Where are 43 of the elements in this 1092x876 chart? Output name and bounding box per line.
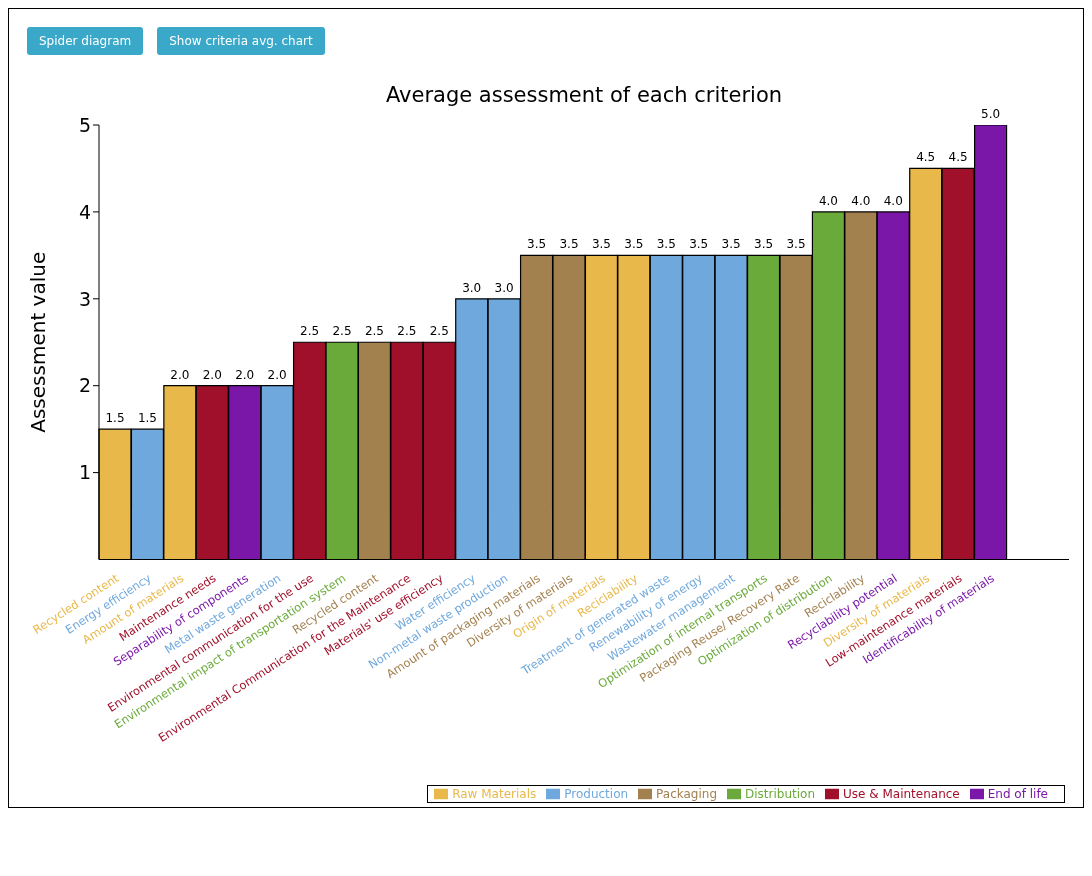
text: Spider diagram <box>27 27 144 55</box>
data-label: 4.0 <box>851 193 871 208</box>
data-label: 3.5 <box>559 237 579 252</box>
data-label: 3.5 <box>591 237 611 252</box>
legend-label: Production <box>564 786 629 801</box>
data-label: 3.5 <box>754 237 774 252</box>
data-label: 1.5 <box>105 411 125 426</box>
data-label: 4.5 <box>916 150 936 165</box>
data-label: 3.5 <box>786 237 806 252</box>
data-label: 3.5 <box>689 237 709 252</box>
text: Show criteria avg. chart <box>157 27 325 55</box>
data-label: 3.0 <box>462 280 482 295</box>
data-label: 2.5 <box>429 324 449 339</box>
y-tick-label: 2 <box>78 374 91 397</box>
data-label: 3.5 <box>656 237 676 252</box>
chart-title: Average assessment of each criterion <box>384 83 784 107</box>
legend-label: Distribution <box>745 786 816 801</box>
legend-label: Use & Maintenance <box>843 786 960 801</box>
data-label: 2.0 <box>267 367 287 382</box>
legend-label: Raw Materials <box>452 786 537 801</box>
data-label: 5.0 <box>981 107 1001 121</box>
data-label: 1.5 <box>137 411 157 426</box>
y-axis-title: Assessment value <box>26 251 51 433</box>
data-label: 2.0 <box>202 367 222 382</box>
legend-label: Packaging <box>656 786 718 801</box>
data-label: 3.5 <box>624 237 644 252</box>
data-label: 3.5 <box>721 237 741 252</box>
legend-label: End of life <box>987 786 1048 801</box>
data-label: 2.0 <box>170 367 190 382</box>
y-tick-label: 4 <box>78 200 91 223</box>
data-label: 2.0 <box>235 367 255 382</box>
data-label: 2.5 <box>397 324 417 339</box>
y-tick-label: 3 <box>78 287 91 310</box>
data-label: 3.0 <box>494 280 514 295</box>
data-label: 4.5 <box>948 150 968 165</box>
y-tick-label: 1 <box>78 461 91 484</box>
data-label: 4.0 <box>818 193 838 208</box>
data-label: 4.0 <box>883 193 903 208</box>
data-label: 2.5 <box>300 324 320 339</box>
data-label: 2.5 <box>332 324 352 339</box>
y-tick-label: 5 <box>78 113 91 136</box>
data-label: 3.5 <box>527 237 547 252</box>
data-label: 2.5 <box>364 324 384 339</box>
